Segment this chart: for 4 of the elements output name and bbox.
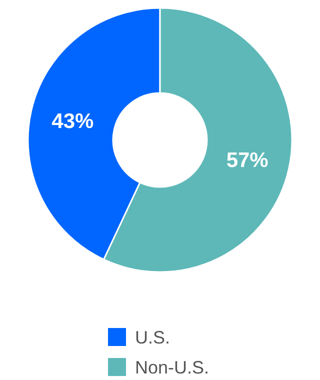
data-label: 43% [52, 110, 94, 133]
data-label: 57% [226, 148, 269, 172]
legend-label: Non-U.S. [135, 357, 210, 378]
legend-label: U.S. [135, 327, 170, 348]
